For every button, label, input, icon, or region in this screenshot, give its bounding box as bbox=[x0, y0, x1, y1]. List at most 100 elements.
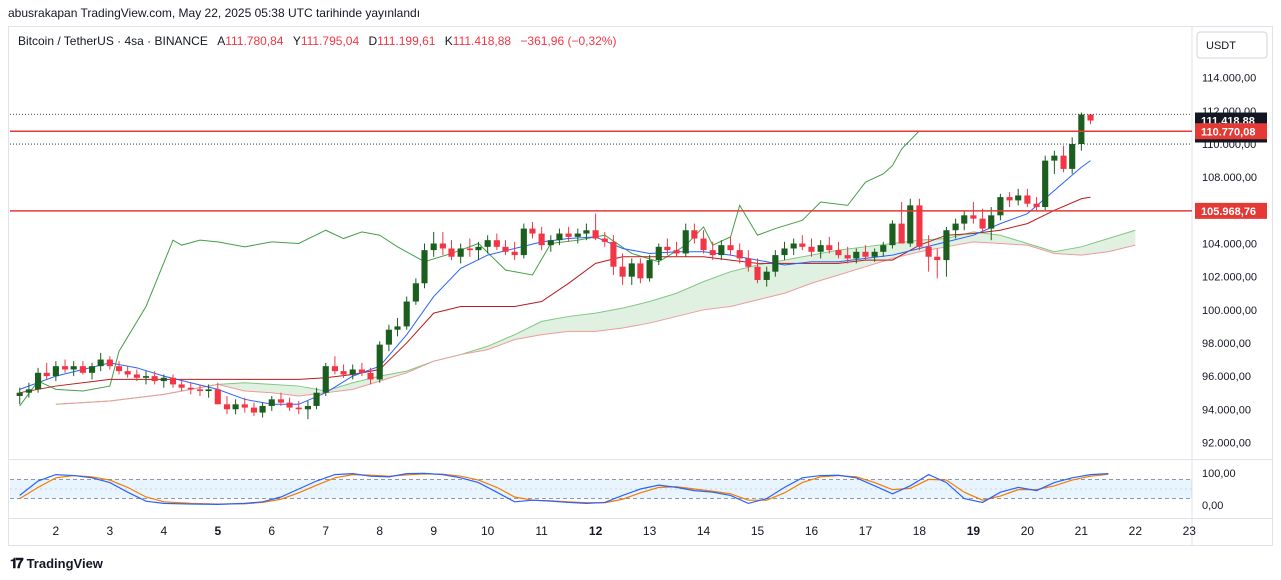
price-label-box-0 bbox=[1195, 123, 1267, 140]
tradingview-logo[interactable]: 𝟏𝟕 TradingView bbox=[10, 555, 103, 572]
candle-body bbox=[628, 263, 635, 277]
x-tick-label: 11 bbox=[535, 524, 548, 538]
candle-8 bbox=[88, 362, 96, 380]
candle-87 bbox=[799, 235, 806, 251]
candle-62 bbox=[574, 228, 581, 244]
horizontal-lines[interactable] bbox=[10, 113, 1192, 212]
candle-body bbox=[304, 405, 311, 410]
candle-88 bbox=[808, 238, 815, 257]
candle-80 bbox=[736, 243, 743, 264]
x-tick-label: 22 bbox=[1129, 524, 1143, 538]
candle-78 bbox=[718, 240, 725, 261]
candle-82 bbox=[754, 258, 761, 284]
candle-body bbox=[754, 266, 761, 280]
stoch-tick-top: 100,00 bbox=[1202, 468, 1236, 480]
candle-body bbox=[835, 250, 842, 256]
candle-body bbox=[286, 402, 293, 408]
candle-body bbox=[610, 241, 617, 267]
candles bbox=[16, 112, 1094, 420]
y-tick-label: 102.000,00 bbox=[1202, 272, 1257, 284]
candle-body bbox=[898, 223, 905, 244]
candle-body bbox=[871, 251, 878, 257]
candle-body bbox=[1078, 114, 1085, 145]
candle-body bbox=[592, 230, 599, 239]
candle-66 bbox=[610, 235, 617, 275]
x-tick-label: 3 bbox=[107, 524, 114, 538]
candle-95 bbox=[871, 248, 878, 262]
candle-24 bbox=[232, 399, 239, 415]
candle-92 bbox=[844, 246, 851, 264]
candle-11 bbox=[115, 361, 123, 375]
price-axis[interactable]: 116.000,00114.000,00112.000,00110.000,00… bbox=[1195, 31, 1268, 512]
candle-69 bbox=[637, 258, 644, 284]
candle-body bbox=[250, 407, 258, 413]
y-tick-label: 114.000,00 bbox=[1202, 73, 1256, 85]
candle-body bbox=[358, 369, 365, 373]
candle-body bbox=[1051, 155, 1058, 161]
candle-body bbox=[187, 387, 194, 390]
candle-65 bbox=[601, 231, 608, 247]
candle-36 bbox=[340, 364, 347, 378]
candle-body bbox=[1006, 197, 1013, 201]
candle-114 bbox=[1042, 155, 1049, 211]
candle-body bbox=[952, 223, 959, 231]
y-tick-label: 108.000,00 bbox=[1202, 172, 1257, 184]
stoch-tick-bottom: 0,00 bbox=[1202, 500, 1223, 512]
candle-57 bbox=[529, 221, 536, 239]
candle-68 bbox=[628, 258, 635, 285]
candle-83 bbox=[763, 266, 770, 287]
candle-37 bbox=[349, 364, 356, 380]
low-value: 111.199,61 bbox=[377, 34, 436, 48]
candle-body bbox=[583, 230, 590, 234]
candle-body bbox=[1033, 203, 1040, 208]
indicator-lines bbox=[19, 130, 1091, 407]
candle-body bbox=[700, 238, 707, 251]
candle-52 bbox=[484, 235, 491, 254]
candle-73 bbox=[673, 241, 680, 257]
candle-body bbox=[376, 344, 383, 380]
candle-body bbox=[97, 359, 104, 367]
candle-108 bbox=[988, 207, 995, 241]
candle-body bbox=[295, 407, 302, 410]
symbol-name[interactable]: Bitcoin / TetherUS · 4sa · BINANCE bbox=[18, 34, 208, 48]
candle-body bbox=[151, 376, 158, 382]
change-value: −361,96 (−0,32%) bbox=[520, 34, 617, 48]
candle-100 bbox=[916, 198, 923, 251]
time-axis[interactable]: 2 3 4 5 6 7 8 9 10 11 12 13 14 15 16 17 18 19 20 21 22 23 bbox=[53, 524, 1197, 538]
x-tick-label: 10 bbox=[481, 524, 495, 538]
candle-93 bbox=[853, 248, 860, 264]
candle-body bbox=[259, 405, 266, 413]
candle-body bbox=[79, 366, 86, 373]
candle-body bbox=[826, 245, 833, 251]
stoch-k-line bbox=[19, 472, 1109, 505]
candle-64 bbox=[592, 213, 599, 241]
candle-105 bbox=[961, 210, 968, 231]
x-tick-label: 2 bbox=[53, 524, 60, 538]
close-label: K bbox=[444, 34, 453, 48]
candle-25 bbox=[241, 397, 248, 413]
candle-38 bbox=[358, 362, 365, 377]
candle-15 bbox=[151, 371, 158, 385]
candle-58 bbox=[538, 226, 545, 251]
candle-body bbox=[655, 246, 662, 261]
candle-body bbox=[43, 372, 50, 377]
candle-115 bbox=[1051, 150, 1058, 174]
candle-56 bbox=[520, 223, 527, 259]
candle-85 bbox=[781, 241, 788, 261]
candle-body bbox=[448, 248, 455, 257]
candle-47 bbox=[439, 231, 446, 256]
candle-body bbox=[511, 251, 518, 256]
candle-body bbox=[664, 246, 671, 251]
candle-63 bbox=[583, 223, 590, 241]
candle-4 bbox=[52, 361, 59, 382]
candle-body bbox=[601, 238, 608, 242]
x-tick-label: 4 bbox=[160, 524, 167, 538]
high-label: Y bbox=[292, 34, 301, 48]
candle-body bbox=[538, 233, 545, 246]
candle-body bbox=[88, 366, 96, 373]
chart-frame[interactable] bbox=[8, 26, 1273, 546]
candle-body bbox=[979, 218, 986, 229]
candle-110 bbox=[1006, 192, 1013, 208]
x-tick-label: 12 bbox=[589, 524, 603, 538]
